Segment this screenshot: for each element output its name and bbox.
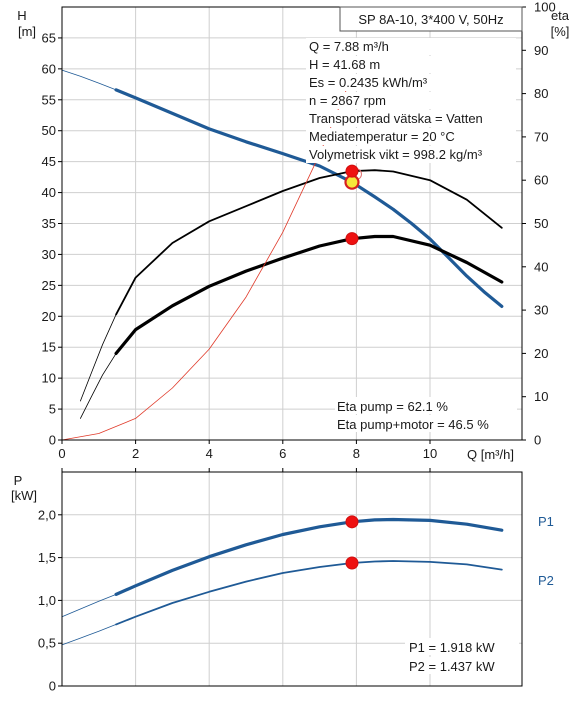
info-line-bg (306, 146, 516, 163)
power-value-bg (405, 638, 519, 655)
x-tick-label: 6 (279, 446, 286, 461)
curve-5 (114, 234, 504, 355)
power-value-line: P2 = 1.437 kW (409, 659, 495, 674)
curve-1 (114, 88, 504, 308)
operating-point (345, 556, 359, 570)
operating-point (345, 164, 359, 178)
y-left-tick-label: 5 (49, 402, 56, 417)
y-left-tick-label: 30 (42, 247, 56, 262)
y-right-axis-name: eta (551, 8, 570, 23)
info-line: Transporterad vätska = Vatten (309, 111, 483, 126)
power-value-bg (405, 657, 519, 674)
power-value-line: P1 = 1.918 kW (409, 640, 495, 655)
y-left-tick-label: 50 (42, 123, 56, 138)
x-tick-label: 10 (423, 446, 437, 461)
info-line: Volymetrisk vikt = 998.2 kg/m³ (309, 147, 483, 162)
y-left-tick-label: 60 (42, 61, 56, 76)
plot-frame (61, 471, 523, 687)
x-tick-label: 0 (58, 446, 65, 461)
y-right-tick-label: 0 (534, 433, 541, 448)
curve-4 (80, 352, 117, 419)
y-right-tick-label: 10 (534, 389, 548, 404)
info-line-bg (306, 110, 516, 127)
y-left-tick-label: 45 (42, 154, 56, 169)
head-efficiency-chart: 0510152025303540455055606501020304050607… (17, 0, 569, 462)
info-line-bg (306, 128, 516, 145)
power-curve-p2-2 (61, 624, 117, 646)
y-left-tick-label: 65 (42, 30, 56, 45)
y-right-tick-label: 100 (534, 0, 556, 15)
info-line-bg (306, 38, 516, 55)
info-line: Q = 7.88 m³/h (309, 39, 389, 54)
info-line-bg (306, 74, 516, 91)
y-left-tick-label: 35 (42, 216, 56, 231)
y-right-tick-label: 70 (534, 129, 548, 144)
series-label-p2: P2 (538, 573, 554, 588)
curve-2 (80, 313, 117, 402)
y-left-tick-label: 40 (42, 185, 56, 200)
y-tick-label: 1,0 (38, 593, 56, 608)
y-axis-name: P (14, 473, 23, 488)
y-right-axis-unit: [%] (551, 24, 570, 39)
duty-point (344, 174, 360, 190)
curve-0 (61, 69, 117, 91)
y-tick-label: 0,5 (38, 636, 56, 651)
y-right-tick-label: 50 (534, 216, 548, 231)
power-curve-p2-3 (115, 560, 503, 626)
y-right-tick-label: 60 (534, 173, 548, 188)
y-left-axis-unit: [m] (18, 24, 36, 39)
y-tick-label: 0 (49, 679, 56, 694)
eta-line-bg (335, 397, 517, 414)
operating-point (345, 515, 359, 529)
x-tick-label: 4 (206, 446, 213, 461)
power-curve-p1-0 (61, 594, 117, 618)
y-left-tick-label: 25 (42, 278, 56, 293)
y-left-axis-name: H (17, 8, 26, 23)
curve-3 (115, 169, 503, 316)
y-left-tick-label: 15 (42, 340, 56, 355)
y-left-tick-label: 55 (42, 92, 56, 107)
y-right-tick-label: 40 (534, 259, 548, 274)
info-line: H = 41.68 m (309, 57, 380, 72)
eta-line: Eta pump = 62.1 % (337, 399, 448, 414)
power-chart: 0 0,5 1,0 1,5 2,0 P[kW] P1 P2 P1 = 1.918 kW P2 = … (11, 468, 554, 694)
x-tick-label: 8 (353, 446, 360, 461)
y-tick-label: 2,0 (38, 507, 56, 522)
info-line: n = 2867 rpm (309, 93, 386, 108)
y-left-tick-label: 20 (42, 309, 56, 324)
y-right-tick-label: 30 (534, 303, 548, 318)
operating-point (345, 232, 359, 246)
x-axis-label: Q [m³/h] (467, 447, 514, 462)
power-curve-p1-1 (114, 517, 504, 597)
eta-line-bg (335, 415, 517, 432)
y-right-tick-label: 90 (534, 43, 548, 58)
y-right-tick-label: 80 (534, 86, 548, 101)
info-line: Es = 0.2435 kWh/m³ (309, 75, 428, 90)
y-axis-unit: [kW] (11, 488, 37, 503)
x-tick-label: 2 (132, 446, 139, 461)
chart-title: SP 8A-10, 3*400 V, 50Hz (358, 12, 503, 27)
y-right-tick-label: 20 (534, 346, 548, 361)
info-line-bg (306, 92, 516, 109)
title-box (339, 6, 523, 32)
series-label-p1: P1 (538, 514, 554, 529)
info-line: Mediatemperatur = 20 °C (309, 129, 455, 144)
eta-line: Eta pump+motor = 46.5 % (337, 417, 489, 432)
y-tick-label: 1,5 (38, 550, 56, 565)
info-line-bg (306, 56, 516, 73)
curve-6 (61, 75, 353, 441)
y-left-tick-label: 0 (49, 433, 56, 448)
y-left-tick-label: 10 (42, 371, 56, 386)
